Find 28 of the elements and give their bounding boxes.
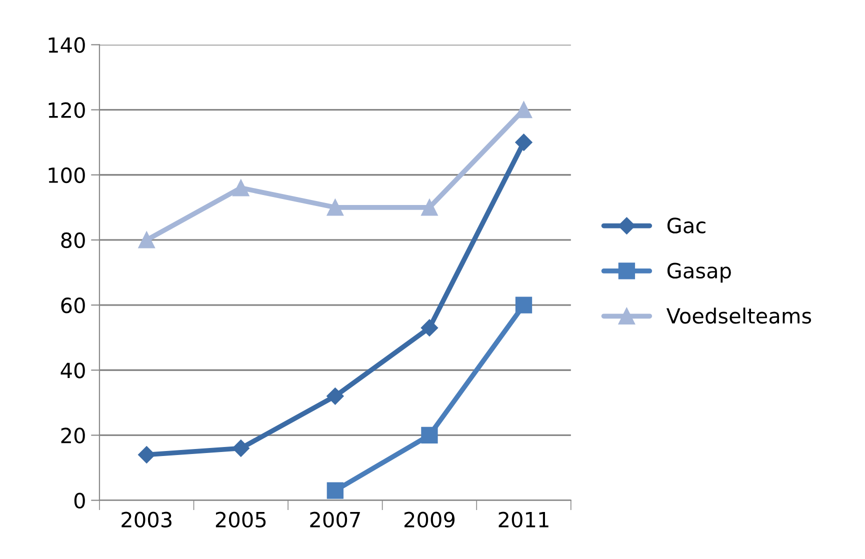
y-tick-label: 120 xyxy=(48,102,85,118)
point xyxy=(421,199,438,216)
y-tick-label: 20 xyxy=(61,428,85,444)
point xyxy=(326,199,344,216)
y-tick-label: 60 xyxy=(61,298,85,314)
point xyxy=(138,446,156,464)
y-tick-label: 140 xyxy=(48,37,85,53)
legend-label: Gasap xyxy=(667,262,731,283)
point xyxy=(232,440,250,457)
point xyxy=(326,388,344,405)
point xyxy=(515,134,532,151)
x-tick-label: 2005 xyxy=(216,512,266,528)
y-tick-label: 0 xyxy=(74,492,85,509)
point xyxy=(232,180,250,196)
point xyxy=(138,232,155,248)
point xyxy=(421,426,438,444)
x-tick-label: 2003 xyxy=(122,512,172,528)
point xyxy=(420,319,438,336)
x-tick-label: 2007 xyxy=(310,512,360,528)
legend-label: Gac xyxy=(667,218,706,234)
x-tick-label: 2009 xyxy=(404,512,455,528)
legend-label: Voedselteams xyxy=(666,308,812,324)
y-tick-label: 80 xyxy=(61,232,85,248)
y-tick-label: 40 xyxy=(60,362,85,378)
y-tick-label: 100 xyxy=(48,167,85,184)
x-tick-label: 2011 xyxy=(498,512,548,528)
point xyxy=(515,296,532,314)
point xyxy=(326,482,344,499)
